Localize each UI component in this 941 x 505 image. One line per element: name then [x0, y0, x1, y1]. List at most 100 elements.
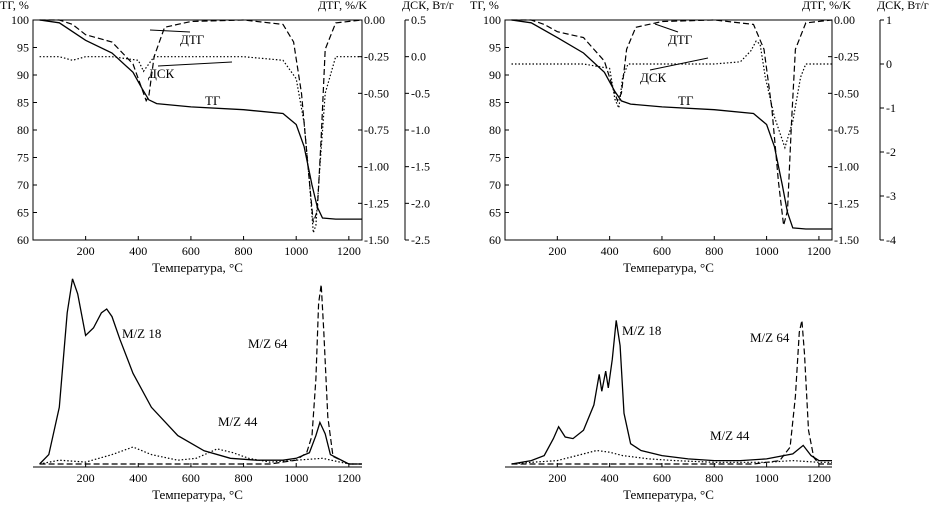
dsc-tick-label: -2 [886, 145, 896, 159]
x-tick-label: 1000 [755, 244, 779, 258]
series-line-m-z-44 [39, 446, 362, 465]
series-line-дск [511, 40, 832, 150]
series-line-тг [39, 19, 362, 220]
y-tick-label: 85 [17, 96, 29, 110]
panel-bottom-right: 200 400 600 800 1000 1200 Температура, °C M/Z 1… [505, 320, 832, 502]
dtg-tick-label: -0.50 [364, 86, 389, 100]
series-line-дск [39, 56, 362, 233]
series-line-m-z-64 [39, 284, 362, 465]
x-tick-label: 1200 [337, 244, 361, 258]
x-tick-label: 1200 [337, 471, 361, 485]
dsc-tick-label: 0.0 [411, 50, 426, 64]
x-tick-label: 400 [601, 244, 619, 258]
y-tick-label: 100 [11, 13, 29, 27]
dsc-tick-label: -2.5 [411, 233, 430, 247]
series-line-m-z-18 [511, 320, 832, 465]
y-tick-label: 75 [17, 151, 29, 165]
dtg-tick-label: -1.25 [834, 196, 859, 210]
dtg-tick-label: -0.75 [834, 123, 859, 137]
y-tick-label: 85 [489, 96, 501, 110]
dtg-tick-label: 0.00 [364, 13, 385, 27]
x-tick-label: 400 [129, 471, 147, 485]
series-label-leader [157, 61, 233, 67]
y-tick-label: 80 [489, 123, 501, 137]
tg-axis-label: ТГ, % [470, 0, 499, 12]
dtg-axis-label: ДТГ, %/K [318, 0, 367, 12]
x-tick-label: 1200 [807, 471, 831, 485]
y-tick-label: 60 [489, 233, 501, 247]
dsc-tick-label: -0.5 [411, 86, 430, 100]
dsc-axis-label: ДСК, Вт/г [877, 0, 929, 12]
dsc-tick-label: -4 [886, 233, 896, 247]
series-group [39, 19, 362, 233]
x-axis-label: Температура, °C [152, 487, 243, 502]
dtg-tick-label: -1.00 [364, 160, 389, 174]
series-line-m-z-64 [511, 320, 832, 465]
dsc-axis-label: ДСК, Вт/г [402, 0, 454, 12]
dsc-tick-label: 0 [886, 57, 892, 71]
tg-axis-label: ТГ, % [0, 0, 29, 12]
y-tick-label: 100 [483, 13, 501, 27]
dtg-axis-label: ДТГ, %/K [802, 0, 851, 12]
x-tick-label: 200 [77, 471, 95, 485]
x-tick-label: 200 [77, 244, 95, 258]
series-line-дтг [511, 19, 832, 226]
series-label-m-z-64: M/Z 64 [248, 336, 288, 351]
dtg-tick-label: -0.50 [834, 86, 859, 100]
dsc-tick-label: -1.0 [411, 123, 430, 137]
x-tick-label: 600 [653, 244, 671, 258]
x-axis-label: Температура, °C [623, 487, 714, 502]
dsc-tick-label: 1 [886, 13, 892, 27]
series-label-тг: ТГ [678, 93, 694, 108]
series-line-m-z-44 [511, 449, 832, 465]
series-label-m-z-18: M/Z 18 [622, 323, 661, 338]
x-tick-label: 200 [548, 471, 566, 485]
series-label-дтг: ДТГ [668, 32, 693, 47]
plot-frame [504, 19, 833, 241]
x-tick-label: 1000 [755, 471, 779, 485]
y-tick-label: 70 [17, 178, 29, 192]
x-tick-label: 800 [235, 244, 253, 258]
series-group [511, 320, 832, 465]
x-axis-label: Температура, °C [152, 260, 243, 275]
series-label-leader [654, 23, 679, 33]
dsc-tick-label: -2.0 [411, 196, 430, 210]
dsc-tick-label: 0.5 [411, 13, 426, 27]
y-tick-label: 90 [17, 68, 29, 82]
dtg-tick-label: -1.25 [364, 196, 389, 210]
series-label-дск: ДСК [148, 66, 175, 81]
series-label-дтг: ДТГ [180, 32, 205, 47]
y-tick-label: 80 [17, 123, 29, 137]
dtg-tick-label: -1.00 [834, 160, 859, 174]
x-axis-label: Температура, °C [623, 260, 714, 275]
series-label-leader [149, 29, 191, 33]
x-tick-label: 600 [182, 244, 200, 258]
series-label-дск: ДСК [640, 70, 667, 85]
panel-top-left: 200 400 600 800 1000 1200 Температура, °C 60 65 7… [0, 0, 454, 275]
series-label-m-z-44: M/Z 44 [218, 414, 258, 429]
dsc-tick-label: -3 [886, 189, 896, 203]
series-label-m-z-44: M/Z 44 [710, 428, 750, 443]
x-tick-label: 800 [235, 471, 253, 485]
series-line-m-z-18 [39, 278, 362, 465]
x-tick-label: 400 [601, 471, 619, 485]
y-tick-label: 95 [489, 41, 501, 55]
series-group [511, 19, 832, 230]
x-tick-label: 200 [548, 244, 566, 258]
dsc-tick-label: -1.5 [411, 160, 430, 174]
series-label-тг: ТГ [205, 93, 221, 108]
y-tick-label: 70 [489, 178, 501, 192]
y-tick-label: 75 [489, 151, 501, 165]
x-tick-label: 600 [653, 471, 671, 485]
dtg-tick-label: -1.50 [834, 233, 859, 247]
series-label-leader [649, 57, 709, 71]
x-tick-label: 1000 [284, 471, 308, 485]
dtg-tick-label: -0.25 [834, 50, 859, 64]
y-tick-label: 95 [17, 41, 29, 55]
series-label-m-z-64: M/Z 64 [750, 330, 790, 345]
x-tick-label: 1200 [807, 244, 831, 258]
series-group [39, 278, 362, 465]
x-tick-label: 800 [705, 244, 723, 258]
y-tick-label: 60 [17, 233, 29, 247]
